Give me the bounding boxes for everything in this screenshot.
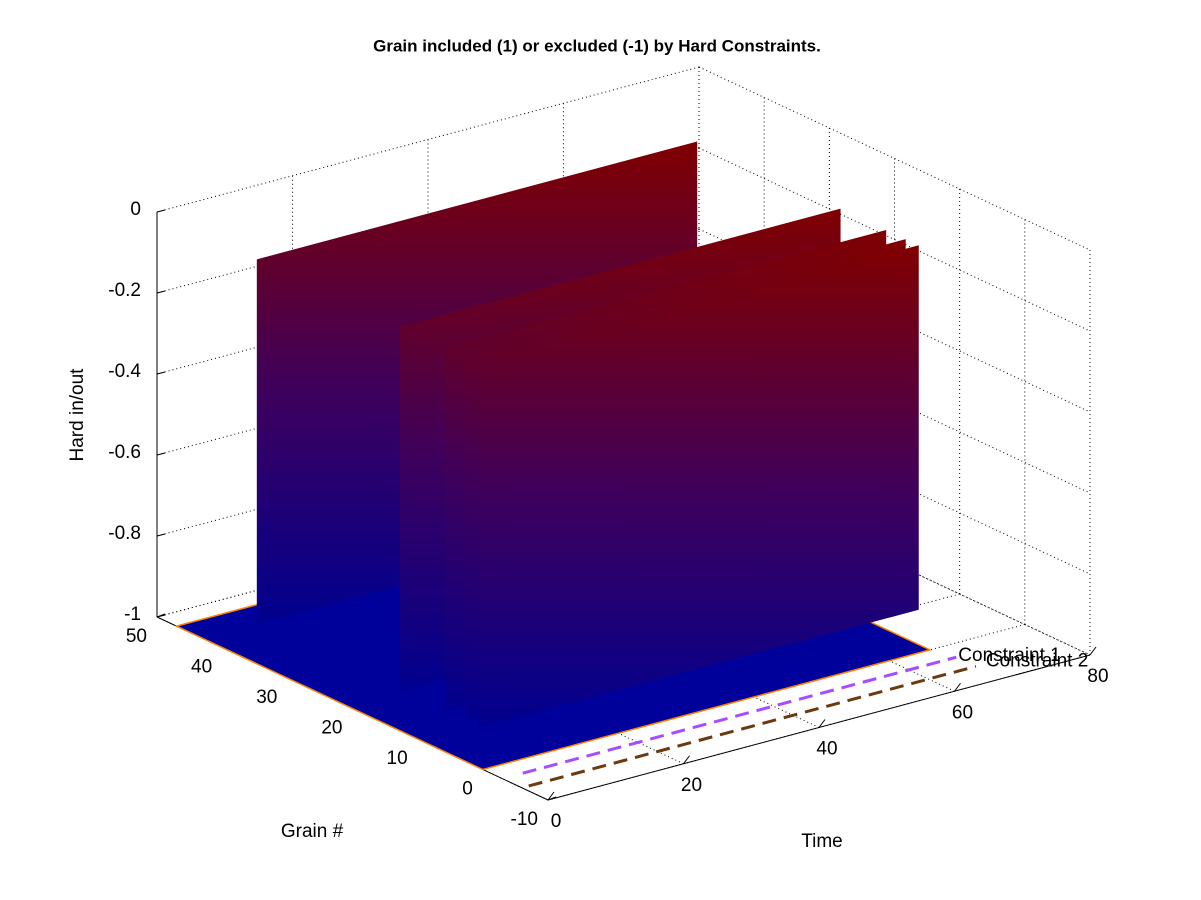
y-tick-label: 50 bbox=[126, 626, 147, 647]
z-tick bbox=[156, 614, 166, 618]
z-tick-label: -0.6 bbox=[108, 442, 141, 463]
y-tick-label: -10 bbox=[511, 809, 538, 830]
y-tick-label: 40 bbox=[191, 657, 212, 678]
grid-line bbox=[156, 66, 700, 213]
y-tick-label: 20 bbox=[321, 718, 342, 739]
z-tick-label: -0.4 bbox=[108, 361, 141, 382]
z-tick bbox=[156, 209, 166, 213]
wall-surface bbox=[478, 245, 919, 728]
constraint-line bbox=[528, 664, 977, 788]
legend-label: Constraint 2 bbox=[986, 650, 1088, 671]
x-tick bbox=[547, 791, 555, 801]
z-tick-label: -0.8 bbox=[108, 523, 141, 544]
y-tick-label: 30 bbox=[256, 687, 277, 708]
z-tick bbox=[156, 533, 166, 537]
y-tick-label: 0 bbox=[462, 779, 473, 800]
z-axis-label: Hard in/out bbox=[67, 368, 88, 462]
x-axis bbox=[547, 654, 1091, 801]
x-tick bbox=[954, 682, 961, 692]
z-tick bbox=[156, 452, 166, 456]
constraint-line bbox=[522, 655, 957, 775]
x-tick-label: 0 bbox=[551, 811, 562, 832]
y-axis-label: Grain # bbox=[281, 821, 344, 842]
x-tick bbox=[1089, 646, 1097, 656]
z-tick-label: -0.2 bbox=[108, 280, 141, 301]
x-axis-label: Time bbox=[801, 831, 843, 852]
y-tick-label: 10 bbox=[387, 748, 408, 769]
z-tick bbox=[156, 371, 166, 375]
chart-title: Grain included (1) or excluded (-1) by H… bbox=[373, 36, 821, 55]
z-tick-label: -1 bbox=[124, 604, 141, 625]
x-tick bbox=[818, 719, 826, 728]
x-tick-label: 80 bbox=[1087, 666, 1108, 687]
x-tick-label: 20 bbox=[681, 775, 702, 796]
legend-label: Constraint 1 bbox=[958, 645, 1060, 666]
x-tick bbox=[683, 755, 690, 765]
z-tick bbox=[156, 290, 166, 294]
z-tick-label: 0 bbox=[130, 199, 141, 220]
x-tick-label: 40 bbox=[816, 739, 837, 760]
x-tick-label: 60 bbox=[952, 702, 973, 723]
